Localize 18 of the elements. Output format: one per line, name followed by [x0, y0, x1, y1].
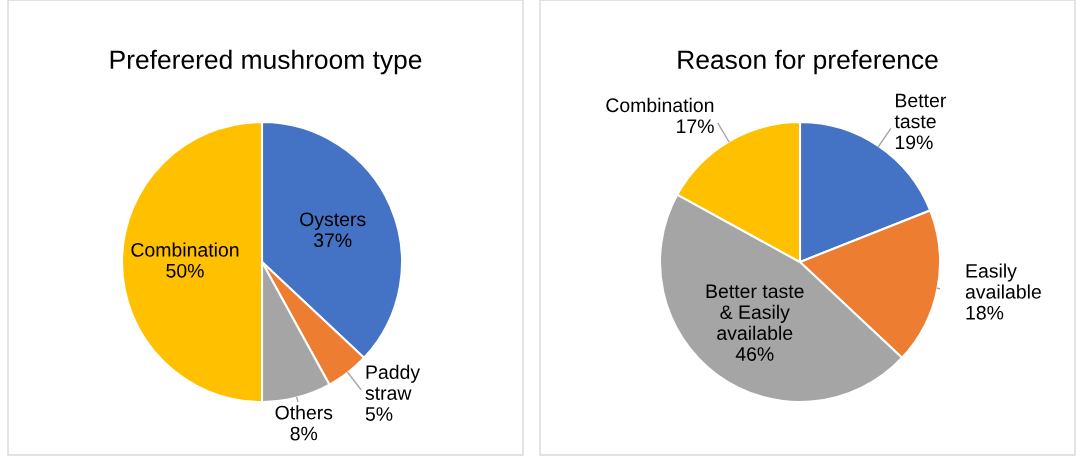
data-label: 18% — [966, 305, 1004, 320]
data-label: 19% — [895, 135, 933, 150]
slice-label: Better taste — [894, 93, 946, 129]
data-label: 50% — [166, 263, 204, 278]
slice-label: Combination — [606, 97, 714, 113]
slice-label: Combination — [131, 242, 239, 257]
slice-label: Oysters — [300, 212, 366, 231]
slice-label: Others — [275, 405, 333, 420]
slice-label: Paddy straw — [365, 364, 421, 400]
data-label: 37% — [313, 233, 352, 248]
chart-title: Preferered mushroom type — [110, 49, 422, 75]
data-label: 8% — [290, 426, 318, 441]
slice-label: Better taste & Easily available — [706, 284, 804, 340]
data-label: 46% — [735, 347, 774, 361]
data-label: 17% — [677, 119, 714, 134]
data-label: 5% — [365, 407, 393, 421]
slice-label: Easily available — [965, 263, 1041, 299]
chart-title: Reason for preference — [678, 49, 938, 75]
